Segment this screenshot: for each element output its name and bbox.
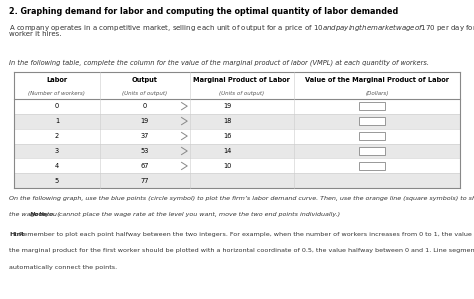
Text: Output: Output [132,77,157,83]
Bar [359,117,385,125]
Text: 2. Graphing demand for labor and computing the optimal quantity of labor demande: 2. Graphing demand for labor and computi… [9,7,399,16]
Bar [14,158,460,173]
Bar [14,173,460,188]
Text: 0: 0 [55,103,59,109]
Text: Labor: Labor [46,77,67,83]
Text: A company operates in a competitive market, selling each unit of output for a pr: A company operates in a competitive mark… [9,22,474,33]
Bar [359,162,385,170]
Text: 3: 3 [55,148,59,154]
Text: 53: 53 [140,148,149,154]
Text: : If you cannot place the wage rate at the level you want, move the two end poin: : If you cannot place the wage rate at t… [35,212,340,217]
Text: worker it hires.: worker it hires. [9,31,62,37]
Text: 67: 67 [140,163,149,169]
Text: 0: 0 [143,103,146,109]
Bar [359,102,385,110]
Text: the wage rate. (: the wage rate. ( [9,212,60,217]
Text: Hint: Hint [9,232,25,237]
Text: (Units of output): (Units of output) [219,91,264,96]
Text: (Number of workers): (Number of workers) [28,91,85,96]
Text: 18: 18 [223,118,232,124]
Text: 2: 2 [55,133,59,139]
Bar [359,132,385,140]
Text: automatically connect the points.: automatically connect the points. [9,265,118,270]
Text: On the following graph, use the blue points (circle symbol) to plot the firm’s l: On the following graph, use the blue poi… [9,196,474,201]
Text: Value of the Marginal Product of Labor: Value of the Marginal Product of Labor [305,77,449,83]
Text: the marginal product for the first worker should be plotted with a horizontal co: the marginal product for the first worke… [9,248,474,253]
Bar [14,99,460,114]
Text: 16: 16 [223,133,232,139]
Bar [359,147,385,155]
Bar [14,129,460,144]
Text: 5: 5 [55,178,59,184]
Text: 37: 37 [140,133,149,139]
Bar [14,144,460,158]
Text: In the following table, complete the column for the value of the marginal produc: In the following table, complete the col… [9,60,429,66]
Text: : Remember to plot each point halfway between the two integers. For example, whe: : Remember to plot each point halfway be… [15,232,474,237]
Text: 4: 4 [55,163,59,169]
Text: 14: 14 [223,148,232,154]
Text: Marginal Product of Labor: Marginal Product of Labor [193,77,290,83]
Text: Note: Note [29,212,47,217]
Text: 1: 1 [55,118,59,124]
Text: (Units of output): (Units of output) [122,91,167,96]
Text: 19: 19 [223,103,232,109]
Text: (Dollars): (Dollars) [365,91,389,96]
Text: 10: 10 [223,163,232,169]
Bar [14,72,460,99]
Text: 19: 19 [140,118,149,124]
Bar [14,114,460,129]
Text: 77: 77 [140,178,149,184]
